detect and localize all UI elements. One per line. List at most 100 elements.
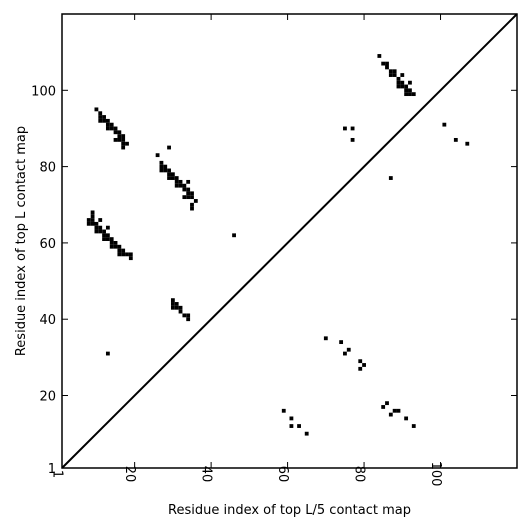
contact-marker xyxy=(105,237,110,241)
contact-marker xyxy=(385,65,389,70)
contact-marker xyxy=(186,179,191,184)
contact-marker xyxy=(98,229,103,234)
contact-marker xyxy=(396,84,401,89)
contact-marker xyxy=(396,76,401,81)
contact-marker xyxy=(98,111,103,116)
contact-marker xyxy=(155,153,160,158)
contact-marker xyxy=(304,431,309,436)
contact-marker xyxy=(411,424,416,428)
contact-marker xyxy=(178,183,183,188)
contact-marker xyxy=(98,218,103,222)
contact-marker xyxy=(346,347,351,352)
contact-marker xyxy=(105,118,110,123)
contact-marker xyxy=(86,221,91,226)
contact-marker xyxy=(159,160,164,165)
contact-marker xyxy=(94,225,99,230)
contact-markers xyxy=(86,54,470,436)
contact-marker xyxy=(163,164,168,169)
contact-marker xyxy=(392,408,397,413)
contact-marker xyxy=(178,305,183,310)
contact-marker xyxy=(109,237,114,241)
contact-marker xyxy=(186,191,191,196)
contact-marker xyxy=(400,84,405,89)
contact-marker xyxy=(289,424,294,428)
contact-marker xyxy=(190,191,194,196)
contact-marker xyxy=(170,298,175,303)
contact-marker xyxy=(174,183,179,188)
contact-marker xyxy=(178,179,183,184)
contact-marker xyxy=(343,351,347,356)
contact-marker xyxy=(113,241,118,245)
contact-marker xyxy=(404,416,409,421)
contact-marker xyxy=(113,137,118,142)
contact-marker xyxy=(90,210,95,215)
contact-marker xyxy=(404,84,409,89)
contact-marker xyxy=(121,141,126,146)
contact-marker xyxy=(411,92,416,97)
contact-marker xyxy=(388,69,393,74)
contact-marker xyxy=(98,118,103,123)
contact-marker xyxy=(117,252,122,257)
contact-marker xyxy=(339,340,344,345)
x-tick-label: 40 xyxy=(199,466,214,483)
contact-marker xyxy=(113,244,118,249)
contact-marker xyxy=(159,168,164,173)
contact-marker xyxy=(388,73,393,77)
contact-marker xyxy=(102,237,106,241)
x-tick-label: 80 xyxy=(352,466,367,483)
contact-marker xyxy=(105,225,110,230)
contact-marker xyxy=(408,88,412,93)
contact-marker xyxy=(121,134,126,138)
contact-marker xyxy=(170,176,175,180)
contact-marker xyxy=(163,168,168,173)
contact-marker xyxy=(86,218,91,222)
x-axis-label: Residue index of top L/5 contact map xyxy=(168,503,411,518)
contact-marker xyxy=(408,92,412,97)
contact-marker xyxy=(362,363,366,367)
contact-marker xyxy=(113,130,118,135)
contact-marker xyxy=(404,88,409,93)
contact-marker xyxy=(358,366,363,371)
contact-marker xyxy=(170,305,175,310)
contact-marker xyxy=(98,225,103,230)
contact-marker xyxy=(400,73,405,77)
contact-marker xyxy=(190,202,194,207)
contact-marker xyxy=(121,252,126,257)
contact-marker xyxy=(350,137,355,142)
y-tick-label: 40 xyxy=(39,313,56,328)
contact-marker xyxy=(186,187,191,192)
x-tick-label: 20 xyxy=(122,466,137,483)
contact-marker xyxy=(170,172,175,177)
contact-marker xyxy=(186,317,191,322)
contact-marker xyxy=(232,233,236,238)
contact-marker xyxy=(128,252,133,257)
contact-marker xyxy=(388,176,393,180)
contact-marker xyxy=(174,179,179,184)
contact-marker xyxy=(90,214,95,219)
contact-marker xyxy=(109,244,114,249)
contact-marker xyxy=(167,176,171,180)
y-tick-label: 1 xyxy=(48,462,56,477)
y-tick-label: 60 xyxy=(39,237,56,252)
contact-marker xyxy=(297,424,301,428)
contact-marker xyxy=(117,130,122,135)
contact-marker xyxy=(125,141,129,146)
contact-marker xyxy=(182,195,187,200)
contact-marker xyxy=(105,351,110,356)
contact-marker xyxy=(453,137,458,142)
contact-marker xyxy=(98,115,103,119)
contact-marker xyxy=(404,92,409,97)
contact-marker xyxy=(105,126,110,131)
contact-marker xyxy=(167,145,171,150)
contact-marker xyxy=(182,183,187,188)
contact-marker xyxy=(408,80,412,85)
contact-marker xyxy=(105,122,110,127)
contact-marker xyxy=(182,187,187,192)
contact-marker xyxy=(323,336,328,341)
contact-marker xyxy=(102,233,106,238)
contact-marker xyxy=(377,54,382,58)
contact-marker xyxy=(90,218,95,222)
diagonal-line xyxy=(61,13,518,469)
contact-marker xyxy=(102,229,106,234)
contact-marker xyxy=(396,408,401,413)
